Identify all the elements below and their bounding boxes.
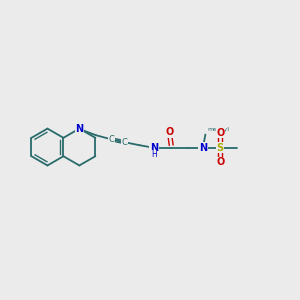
Text: N: N (150, 142, 158, 153)
Text: C: C (108, 135, 114, 144)
Text: H: H (151, 150, 157, 159)
Text: S: S (217, 142, 224, 153)
Text: O: O (216, 128, 224, 138)
Text: methyl: methyl (207, 127, 229, 132)
Text: N: N (199, 142, 207, 153)
Text: C: C (122, 138, 128, 147)
Text: O: O (166, 127, 174, 137)
Text: N: N (75, 124, 83, 134)
Text: O: O (216, 158, 224, 167)
